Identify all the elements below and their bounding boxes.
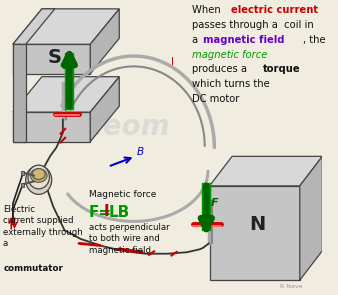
Text: DC motor: DC motor: [192, 94, 239, 104]
Ellipse shape: [28, 165, 49, 189]
Text: I: I: [171, 57, 174, 67]
Polygon shape: [90, 77, 119, 142]
Text: magnetic field: magnetic field: [203, 35, 285, 45]
Ellipse shape: [26, 165, 52, 194]
Text: a: a: [192, 35, 201, 45]
Text: When: When: [192, 5, 224, 15]
Text: F: F: [63, 61, 71, 71]
Text: F=: F=: [89, 205, 112, 220]
Text: B: B: [137, 147, 144, 157]
Text: passes through a  coil in: passes through a coil in: [192, 20, 314, 30]
Text: Magnetic force: Magnetic force: [89, 190, 156, 199]
Polygon shape: [13, 44, 26, 142]
Polygon shape: [210, 156, 322, 186]
Text: which turns the: which turns the: [192, 79, 269, 89]
Text: R Nave: R Nave: [281, 284, 303, 289]
Polygon shape: [13, 112, 90, 142]
Ellipse shape: [30, 169, 47, 182]
Text: I: I: [104, 204, 110, 219]
Text: magnetic force: magnetic force: [192, 50, 267, 60]
Polygon shape: [21, 171, 24, 175]
Polygon shape: [90, 9, 119, 74]
Polygon shape: [13, 9, 119, 44]
Text: produces a: produces a: [192, 64, 250, 74]
Polygon shape: [210, 186, 300, 280]
Text: N: N: [250, 215, 266, 234]
Polygon shape: [13, 44, 90, 74]
Text: cineom: cineom: [58, 113, 171, 141]
Text: torque: torque: [263, 64, 301, 74]
Text: electric current: electric current: [231, 5, 318, 15]
Text: acts perpendicular
to both wire and
magnetic field: acts perpendicular to both wire and magn…: [89, 223, 169, 255]
Text: F: F: [211, 199, 219, 209]
Polygon shape: [21, 183, 24, 187]
Text: Electric
current supplied
externally through
a: Electric current supplied externally thr…: [3, 205, 83, 248]
Polygon shape: [13, 77, 119, 112]
Polygon shape: [13, 9, 55, 44]
Polygon shape: [300, 156, 322, 280]
Text: LB: LB: [109, 205, 130, 220]
Text: S: S: [48, 48, 62, 67]
Text: commutator: commutator: [3, 264, 63, 273]
Ellipse shape: [32, 169, 45, 179]
Text: , the: , the: [304, 35, 326, 45]
